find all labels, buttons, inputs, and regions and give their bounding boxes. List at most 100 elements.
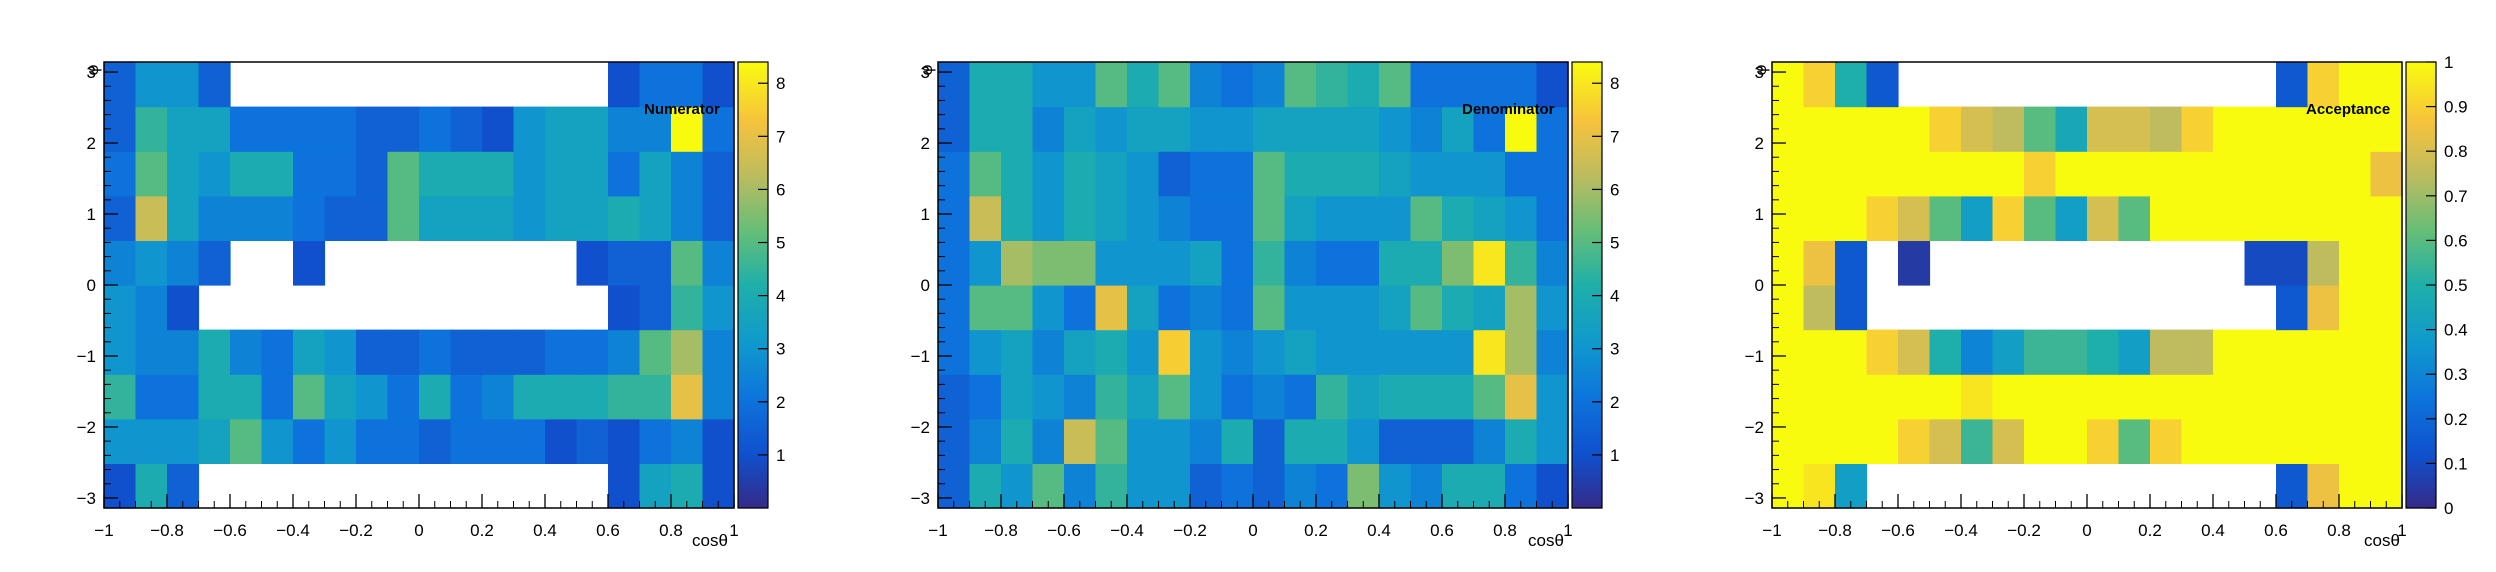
heatmap-cell	[1032, 418, 1065, 464]
heatmap-cell	[1221, 285, 1254, 331]
palette-segment	[2406, 68, 2436, 72]
palette-segment	[738, 378, 768, 382]
palette-segment	[738, 133, 768, 137]
heatmap-cell	[608, 285, 641, 331]
palette-segment	[738, 62, 768, 65]
palette-segment	[2406, 481, 2436, 485]
palette-segment	[2406, 166, 2436, 170]
heatmap-cell	[702, 285, 735, 331]
heatmap-cell	[1835, 329, 1868, 375]
palette-segment	[1572, 387, 1602, 391]
palette-segment	[1572, 487, 1602, 491]
palette-segment	[1572, 88, 1602, 92]
palette-segment	[1572, 496, 1602, 500]
palette-segment	[2406, 88, 2436, 92]
heatmap-cell	[1001, 240, 1034, 286]
palette-segment	[1572, 164, 1602, 168]
heatmap-cell	[1316, 329, 1349, 375]
palette-segment	[2406, 412, 2436, 415]
heatmap-cell	[1442, 62, 1475, 108]
palette-segment	[2406, 66, 2436, 70]
palette-segment	[738, 173, 768, 177]
heatmap-cell	[1190, 62, 1223, 108]
palette-segment	[1572, 153, 1602, 157]
palette-segment	[1572, 329, 1602, 333]
palette-segment	[1572, 472, 1602, 476]
heatmap-cell	[2339, 195, 2372, 241]
palette-segment	[1572, 117, 1602, 121]
palette-segment	[1572, 479, 1602, 482]
palette-segment	[1572, 400, 1602, 404]
palette-segment	[2406, 224, 2436, 228]
heatmap-cell	[1898, 418, 1931, 464]
heatmap-cell	[1803, 285, 1836, 331]
palette-segment	[2406, 180, 2436, 184]
palette-segment	[1572, 135, 1602, 139]
heatmap-cell	[2150, 329, 2183, 375]
heatmap-cell	[969, 62, 1002, 108]
heatmap-cell	[639, 418, 672, 464]
palette-segment	[738, 90, 768, 94]
palette-segment	[738, 403, 768, 407]
palette-segment	[2406, 186, 2436, 190]
palette-segment	[1572, 209, 1602, 213]
palette-segment	[738, 117, 768, 121]
heatmap-cell	[1379, 195, 1412, 241]
heatmap-cell	[2055, 106, 2088, 152]
heatmap-cell	[482, 329, 515, 375]
palette-segment	[2406, 269, 2436, 273]
palette-segment	[2406, 452, 2436, 456]
palette-segment	[2406, 496, 2436, 500]
palette-segment	[738, 360, 768, 364]
heatmap-cell	[1001, 151, 1034, 197]
heatmap-cell	[1158, 240, 1191, 286]
palette-segment	[1572, 340, 1602, 344]
palette-segment	[738, 124, 768, 128]
heatmap-cell	[1772, 151, 1805, 197]
palette-segment	[1572, 99, 1602, 103]
palette-tick-label: 0.1	[2444, 454, 2468, 473]
heatmap-cell	[419, 106, 452, 152]
palette-segment	[2406, 84, 2436, 88]
palette-segment	[738, 256, 768, 259]
palette-segment	[2406, 247, 2436, 250]
heatmap-cell	[1898, 195, 1931, 241]
palette-segment	[738, 198, 768, 201]
palette-segment	[738, 88, 768, 92]
x-tick-label: −1	[1762, 521, 1781, 540]
heatmap-cell	[513, 418, 546, 464]
heatmap-cell	[1866, 329, 1899, 375]
heatmap-cell	[1190, 418, 1223, 464]
palette-segment	[2406, 485, 2436, 489]
heatmap-cell	[639, 240, 672, 286]
palette-segment	[738, 258, 768, 262]
palette-segment	[1572, 360, 1602, 364]
heatmap-cell	[2339, 62, 2372, 108]
heatmap-cell	[356, 374, 389, 420]
heatmap-cell	[1316, 374, 1349, 420]
heatmap-cell	[2150, 418, 2183, 464]
heatmap-cell	[1158, 418, 1191, 464]
palette-segment	[738, 155, 768, 159]
heatmap-cell	[1835, 106, 1868, 152]
heatmap-cell	[2370, 285, 2403, 331]
palette-segment	[2406, 262, 2436, 266]
palette-segment	[1572, 347, 1602, 351]
palette-segment	[1572, 213, 1602, 217]
heatmap-cell	[2213, 106, 2246, 152]
palette-segment	[2406, 148, 2436, 152]
heatmap-cell	[969, 374, 1002, 420]
heatmap-cell	[1866, 151, 1899, 197]
x-tick-label: 0.8	[1493, 521, 1517, 540]
palette-segment	[738, 421, 768, 424]
palette-segment	[1572, 325, 1602, 328]
palette-segment	[1572, 191, 1602, 195]
heatmap-cell	[167, 285, 200, 331]
palette-segment	[1572, 215, 1602, 219]
palette-segment	[738, 262, 768, 266]
heatmap-cell	[2339, 418, 2372, 464]
heatmap-cell	[198, 106, 231, 152]
x-tick-label: −0.2	[2007, 521, 2041, 540]
heatmap-cell	[1127, 62, 1160, 108]
palette-segment	[2406, 389, 2436, 393]
